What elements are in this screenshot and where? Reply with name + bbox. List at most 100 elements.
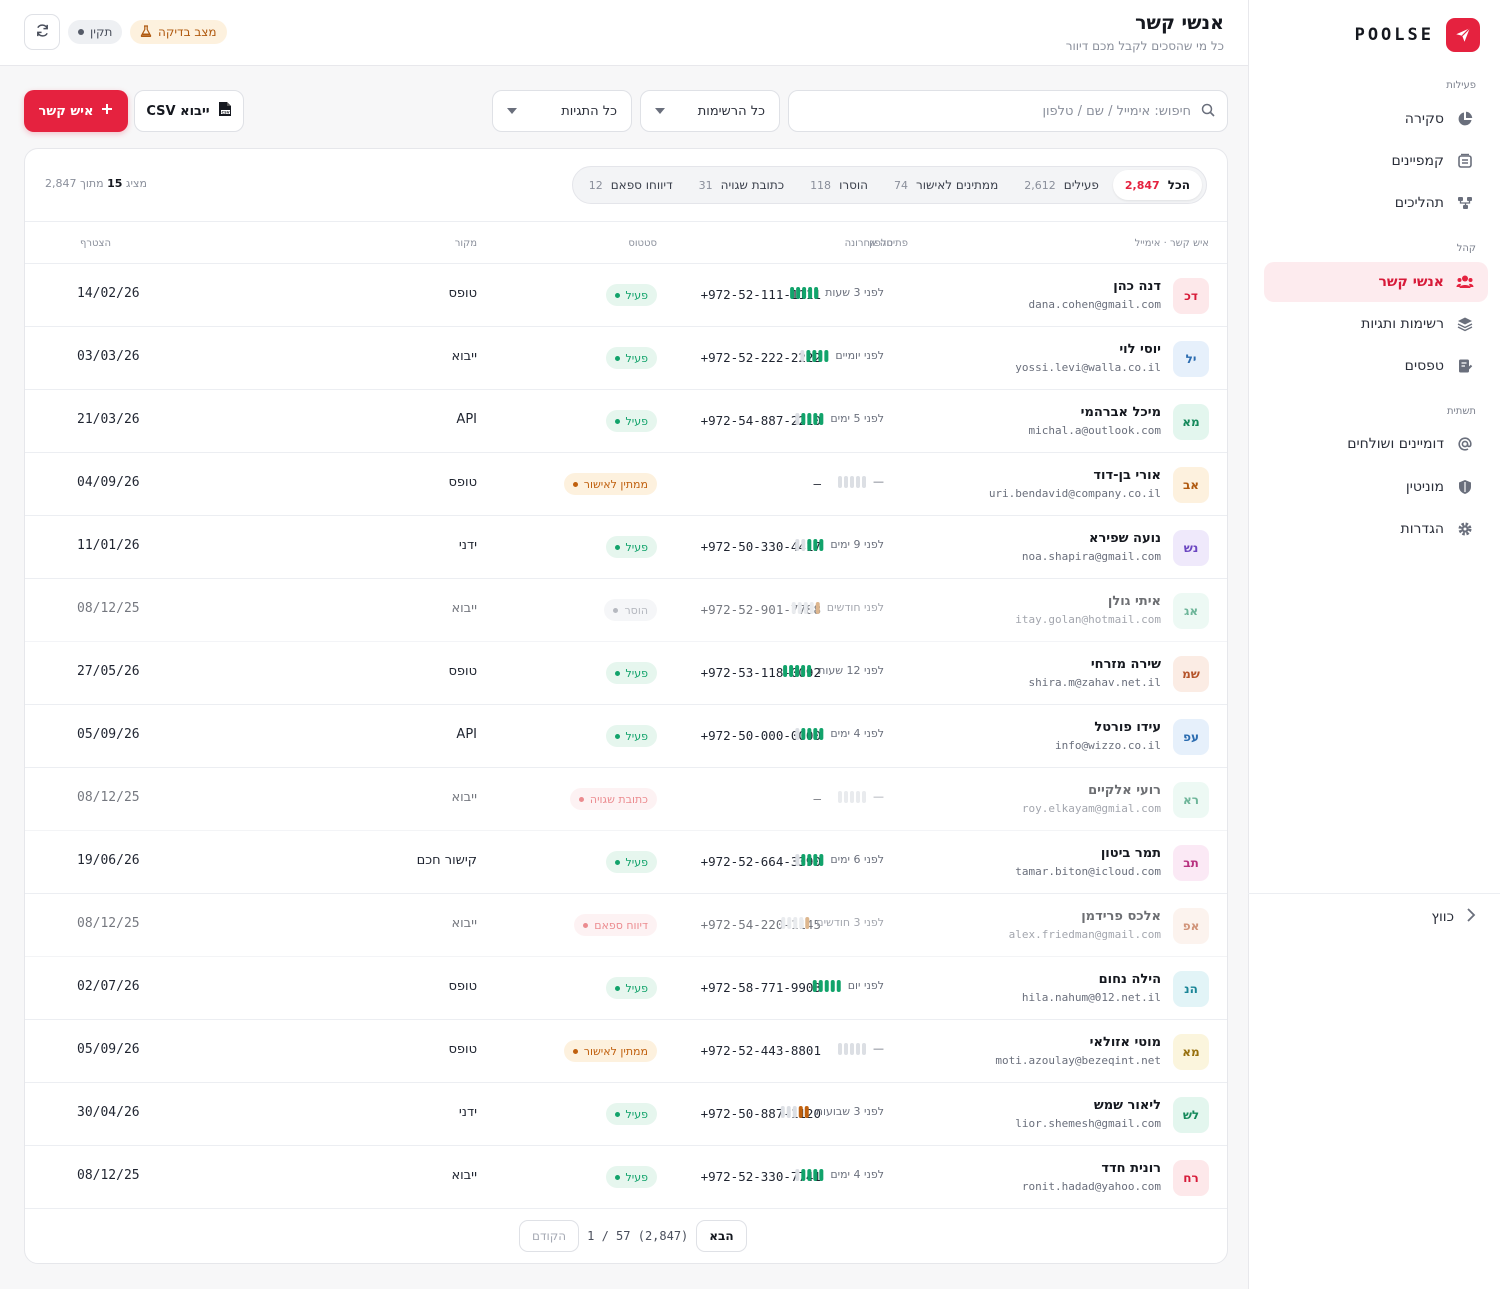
refresh-button[interactable] — [24, 14, 60, 50]
search-box[interactable] — [788, 90, 1228, 132]
table-row[interactable]: נש נועה שפירא noa.shapira@gmail.com +972-50… — [25, 516, 1227, 579]
sidebar-item-campaigns[interactable]: קמפיינים — [1264, 141, 1488, 181]
table-row[interactable]: עפ עידו פורטל info@wizzo.co.il +972-50-000-… — [25, 705, 1227, 768]
last-open: לפני 4 ימים — [795, 727, 884, 740]
engagement-bar — [787, 916, 792, 929]
contact-name[interactable]: עידו פורטל — [1094, 720, 1161, 735]
engagement-bar — [812, 979, 817, 992]
table-row[interactable]: יל יוסי לוי yossi.levi@walla.co.il +972-52-… — [25, 327, 1227, 390]
lists-filter-select[interactable]: כל הרשימות — [640, 90, 780, 132]
prev-page-button[interactable]: הקודם — [519, 1220, 580, 1252]
contact-name[interactable]: רועי אלקיים — [1088, 783, 1161, 798]
chevron-right-icon — [1466, 908, 1476, 926]
sidebar-item-settings[interactable]: הגדרות — [1264, 509, 1488, 549]
table-row[interactable]: רא רועי אלקיים roy.elkayam@gmial.com — כתובת… — [25, 768, 1227, 831]
col-last-open[interactable]: פתיחה אחרונה — [844, 238, 908, 249]
contact-name[interactable]: שירה מזרחי — [1090, 657, 1161, 672]
col-phone[interactable]: טלפון — [869, 238, 893, 249]
contact-email: lior.shemesh@gmail.com — [1015, 1117, 1161, 1130]
avatar: נש — [1173, 530, 1209, 566]
sidebar-item-overview[interactable]: סקירה — [1264, 99, 1488, 139]
status-dot — [613, 607, 619, 613]
contact-name[interactable]: אורי בן-דוד — [1093, 468, 1161, 483]
sidebar-item-contacts[interactable]: אנשי קשר — [1264, 262, 1488, 302]
tab-spam-reported[interactable]: דיווחו ספאם 12 — [577, 170, 685, 200]
sidebar-item-label: מוניטין — [1405, 479, 1444, 495]
table-row[interactable]: רח רונית חדד ronit.hadad@yahoo.com +972-52-… — [25, 1146, 1227, 1209]
status-tabs: הכל 2,847 פעילים 2,612 ממתינים לאישור 74 הו… — [571, 166, 1207, 204]
col-contact[interactable]: איש קשר · אימייל — [1134, 238, 1209, 249]
status-dot — [614, 418, 620, 424]
results-shown: 15 — [107, 177, 123, 190]
table-row[interactable]: תב תמר ביטון tamar.biton@icloud.com +972-52… — [25, 831, 1227, 894]
tags-filter-select[interactable]: כל התגיות — [492, 90, 632, 132]
sidebar-item-reputation[interactable]: מוניטין — [1264, 467, 1488, 507]
col-joined[interactable]: הצטרף — [80, 238, 111, 249]
contact-source: ייבוא — [451, 601, 477, 616]
contact-name[interactable]: מיכל אברהמי — [1080, 405, 1161, 420]
engagement-bar — [862, 1042, 866, 1055]
table-row[interactable]: אפ אלכס פרידמן alex.friedman@gmail.com +972… — [25, 894, 1227, 957]
table-row[interactable]: מא מוטי אזולאי moti.azoulay@bezeqint.net +9… — [25, 1020, 1227, 1083]
brand[interactable]: POOLSE — [1355, 18, 1480, 52]
tab-active[interactable]: פעילים 2,612 — [1012, 170, 1111, 200]
contact-name[interactable]: הילה נחום — [1098, 972, 1161, 987]
next-page-button[interactable]: הבא — [696, 1220, 747, 1252]
status-text: פעיל — [625, 981, 648, 995]
table-row[interactable]: אג איתי גולן itay.golan@hotmail.com +972-52… — [25, 579, 1227, 642]
contact-name[interactable]: ליאור שמש — [1093, 1098, 1161, 1113]
sidebar-item-label: הגדרות — [1400, 521, 1444, 537]
contact-source: ידני — [458, 1105, 477, 1120]
engagement-meter — [790, 286, 819, 299]
status-text: ממתין לאישור — [583, 1044, 648, 1058]
sidebar-item-forms[interactable]: טפסים — [1264, 346, 1488, 386]
import-csv-button[interactable]: CSV ייבוא CSV — [134, 90, 244, 132]
table-row[interactable]: לש ליאור שמש lior.shemesh@gmail.com +972-50… — [25, 1083, 1227, 1146]
status-badge: פעיל — [605, 977, 657, 999]
add-contact-button[interactable]: איש קשר — [24, 90, 128, 132]
status-dot — [614, 670, 620, 676]
engagement-bar — [801, 538, 806, 551]
engagement-bar — [801, 664, 806, 677]
status-badge: פעיל — [605, 1166, 657, 1188]
last-open-text: לפני 9 ימים — [830, 538, 884, 551]
contact-phone: +972-52-330-7741 — [700, 1169, 821, 1184]
contact-name[interactable]: תמר ביטון — [1100, 846, 1161, 861]
last-open: לפני יומיים — [800, 349, 884, 362]
tab-all[interactable]: הכל 2,847 — [1112, 170, 1202, 200]
collapse-sidebar-button[interactable]: כווץ — [1431, 908, 1476, 926]
sidebar-item-workflows[interactable]: תהליכים — [1264, 183, 1488, 223]
engagement-bar — [813, 853, 818, 866]
contact-name[interactable]: יוסי לוי — [1119, 342, 1161, 357]
contact-phone: +972-54-887-2210 — [700, 413, 821, 428]
table-row[interactable]: מא מיכל אברהמי michal.a@outlook.com +972-54… — [25, 390, 1227, 453]
joined-date: 21/03/26 — [77, 412, 140, 427]
sidebar-item-domains[interactable]: דומיינים ושולחים — [1264, 424, 1488, 464]
search-input[interactable] — [811, 103, 1191, 119]
table-row[interactable]: דכ דנה כהן dana.cohen@gmail.com +972-52-111… — [25, 264, 1227, 327]
contact-email: tamar.biton@icloud.com — [1015, 865, 1161, 878]
table-row[interactable]: אב אורי בן-דוד uri.bendavid@company.co.il —… — [25, 453, 1227, 516]
col-status[interactable]: סטטוס — [628, 238, 657, 249]
sidebar-item-lists-tags[interactable]: רשימות ותגיות — [1264, 304, 1488, 344]
tab-count: 118 — [810, 178, 832, 192]
contact-name[interactable]: רונית חדד — [1101, 1161, 1161, 1176]
test-mode-badge[interactable]: מצב בדיקה — [130, 20, 227, 44]
tab-pending[interactable]: ממתינים לאישור 74 — [882, 170, 1010, 200]
engagement-bar — [795, 853, 800, 866]
contact-name[interactable]: דנה כהן — [1113, 279, 1161, 294]
table-row[interactable]: הנ הילה נחום hila.nahum@012.net.il +972-58-… — [25, 957, 1227, 1020]
tags-filter-value: כל התגיות — [561, 103, 617, 119]
contact-name[interactable]: איתי גולן — [1107, 594, 1161, 609]
col-source[interactable]: מקור — [454, 238, 477, 249]
status-text: פעיל — [625, 414, 648, 428]
engagement-bar — [836, 979, 841, 992]
contact-name[interactable]: נועה שפירא — [1089, 531, 1161, 546]
topbar: אנשי קשר כל מי שהסכים לקבל מכם דיוור תקי… — [0, 0, 1248, 66]
at-icon — [1456, 435, 1474, 453]
table-row[interactable]: שמ שירה מזרחי shira.m@zahav.net.il +972-53-… — [25, 642, 1227, 705]
tab-removed[interactable]: הוסרו 118 — [798, 170, 880, 200]
contact-name[interactable]: מוטי אזולאי — [1089, 1035, 1161, 1050]
tab-invalid-address[interactable]: כתובת שגויה 31 — [687, 170, 796, 200]
contact-name[interactable]: אלכס פרידמן — [1081, 909, 1161, 924]
